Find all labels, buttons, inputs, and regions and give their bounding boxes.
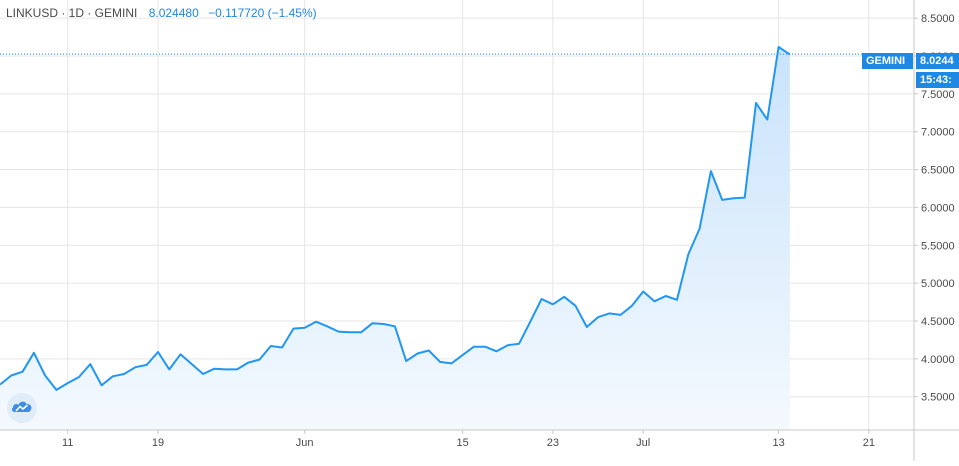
x-tick-label: 19 <box>152 437 164 449</box>
x-tick-label: 13 <box>772 437 784 449</box>
x-tick-label: Jun <box>296 437 314 449</box>
y-tick-label: 6.0000 <box>921 202 955 214</box>
tradingview-logo[interactable] <box>7 393 37 423</box>
y-tick-label: 4.0000 <box>921 354 955 366</box>
x-tick-label: 11 <box>62 437 73 449</box>
x-axis[interactable]: 11 19 Jun 15 23 Jul 13 21 <box>62 430 875 449</box>
y-tick-label: 7.0000 <box>921 127 955 139</box>
y-tick-label: 5.0000 <box>921 278 955 290</box>
last-price-value: 8.024480 <box>148 6 199 20</box>
x-tick-label: 21 <box>863 437 875 449</box>
chart-header: LINKUSD · 1D · GEMINI 8.024480 −0.117720… <box>6 6 317 20</box>
tradingview-cloud-icon <box>11 399 33 418</box>
y-tick-label: 6.5000 <box>921 165 955 177</box>
price-tag: 8.0244 <box>916 53 959 69</box>
countdown-tag: 15:43: <box>916 72 959 88</box>
x-tick-label: 23 <box>547 437 559 449</box>
area-fill <box>0 46 790 431</box>
x-tick-label: Jul <box>636 437 650 449</box>
y-tick-label: 7.5000 <box>921 89 955 101</box>
x-tick-label: 15 <box>457 437 469 449</box>
y-axis[interactable]: 3.5000 4.0000 4.5000 5.0000 5.5000 6.0000 6.50… <box>914 13 955 404</box>
symbol-label[interactable]: LINKUSD · 1D · GEMINI <box>6 6 138 20</box>
y-tick-label: 3.5000 <box>921 392 955 404</box>
exchange-tag: GEMINI <box>862 53 913 69</box>
y-tick-label: 8.5000 <box>921 13 955 25</box>
y-tick-label: 5.5000 <box>921 240 955 252</box>
price-change-value: −0.117720 (−1.45%) <box>208 6 317 20</box>
price-line[interactable] <box>0 45 791 391</box>
y-tick-label: 4.5000 <box>921 316 955 328</box>
